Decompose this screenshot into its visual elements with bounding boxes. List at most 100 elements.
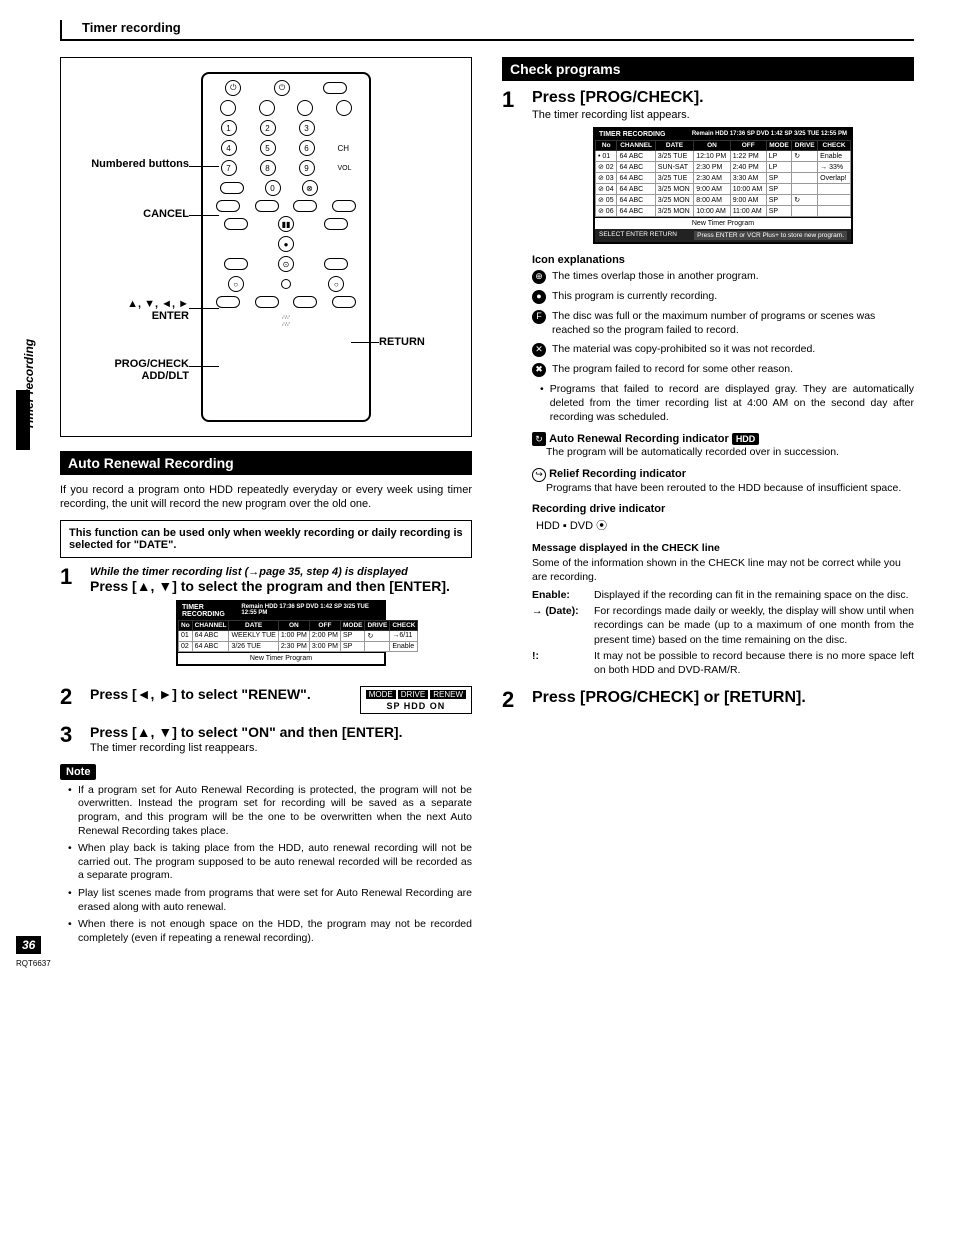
table-cell: SUN-SAT (655, 162, 693, 173)
col-header: CHANNEL (617, 141, 655, 151)
doc-code: RQT6637 (16, 959, 51, 968)
drive-body: HDD ▪ DVD ⦿ (532, 517, 914, 533)
msg-hdr: Message displayed in the CHECK line (532, 541, 914, 555)
icon-symbol: ✖ (532, 363, 546, 377)
col-header: CHECK (390, 620, 418, 630)
check-line-messages: Message displayed in the CHECK line Some… (532, 541, 914, 677)
step1-title: Press [▲, ▼] to select the program and t… (90, 578, 472, 594)
col-header: ON (278, 620, 309, 630)
step2-title: Press [◄, ►] to select "RENEW". (90, 686, 350, 702)
table-cell: 3/25 TUE (655, 173, 693, 184)
step-num-2: 2 (60, 686, 80, 714)
msg-val: It may not be possible to record because… (594, 649, 914, 677)
cp-lcd-footer: New Timer Program (595, 217, 851, 229)
label-prog-check: PROG/CHECK ADD/DLT (69, 358, 189, 382)
table-cell (365, 641, 390, 651)
table-cell: 9:00 AM (730, 195, 766, 206)
auto-renewal-intro: If you record a program onto HDD repeate… (60, 483, 472, 512)
table-cell: WEEKLY TUE (229, 630, 278, 641)
icon-symbol: F (532, 310, 546, 324)
right-column: Check programs 1 Press [PROG/CHECK]. The… (502, 57, 914, 950)
notes-list: If a program set for Auto Renewal Record… (60, 784, 472, 946)
col-header: MODE (340, 620, 365, 630)
table-cell: ↻ (792, 151, 818, 162)
mini-lcd-auto-renewal: TIMER RECORDING Remain HDD 17:36 SP DVD … (176, 600, 386, 666)
cp-lcd: TIMER RECORDING Remain HDD 17:36 SP DVD … (593, 127, 853, 244)
cp-lcd-title-right: Remain HDD 17:36 SP DVD 1:42 SP 3/25 TUE… (692, 131, 847, 138)
col-header: OFF (309, 620, 340, 630)
table-cell: 64 ABC (617, 151, 655, 162)
icon-explain-line: ✕The material was copy-prohibited so it … (532, 343, 914, 357)
table-row: ⊘ 0464 ABC3/25 MON9:00 AM10:00 AMSP (596, 184, 851, 195)
table-cell: 64 ABC (617, 184, 655, 195)
renew-r2: SP HDD ON (365, 699, 467, 711)
col-header: ON (694, 141, 730, 151)
table-cell: 3/25 MON (655, 206, 693, 217)
cp-step-2: 2 Press [PROG/CHECK] or [RETURN]. (502, 689, 914, 711)
col-header: MODE (766, 141, 792, 151)
table-cell: 01 (179, 630, 193, 641)
note-item: Play list scenes made from programs that… (68, 887, 472, 914)
auto-renew-indicator: ↻ Auto Renewal Recording indicator HDD T… (532, 432, 914, 460)
relief-indicator: ↪ Relief Recording indicator Programs th… (532, 468, 914, 496)
cp-step1-sub: The timer recording list appears. (532, 109, 914, 121)
table-cell: 12:10 PM (694, 151, 730, 162)
table-cell: SP (766, 184, 792, 195)
col-header: DATE (229, 620, 278, 630)
cp-lcd-hint-left: SELECT ENTER RETURN (599, 231, 677, 240)
table-cell: ⊘ 06 (596, 206, 617, 217)
section-auto-renewal: Auto Renewal Recording (60, 451, 472, 475)
remote-diagram: ⏻⏻ 123 456CH 789VOL 0⊗ ▮▮ ● ⊙ ○○ ∴∵∴∵ Nu… (60, 57, 472, 437)
auto-renew-icon: ↻ (532, 432, 546, 446)
relief-body: Programs that have been rerouted to the … (532, 482, 914, 496)
table-cell: 2:00 PM (309, 630, 340, 641)
table-cell: 3/25 TUE (655, 151, 693, 162)
icon-text: The program failed to record for some ot… (552, 363, 914, 377)
table-cell: ⊘ 02 (596, 162, 617, 173)
col-header: CHECK (818, 141, 851, 151)
icon-explain-line: ✖ The program failed to record for some o… (532, 363, 914, 377)
step-1: 1 While the timer recording list (→page … (60, 566, 472, 676)
table-cell: LP (766, 151, 792, 162)
note-item: When play back is taking place from the … (68, 842, 472, 883)
table-cell: 1:22 PM (730, 151, 766, 162)
table-row: ⊘ 0364 ABC3/25 TUE2:30 AM3:30 AMSPOverla… (596, 173, 851, 184)
step-num-1: 1 (60, 566, 80, 676)
table-cell: SP (766, 195, 792, 206)
icon-explain-line: FThe disc was full or the maximum number… (532, 310, 914, 337)
auto-renewal-boxed-note: This function can be used only when week… (60, 520, 472, 558)
icon-explain-line: ⊕The times overlap those in another prog… (532, 270, 914, 284)
table-cell (792, 206, 818, 217)
table-row: ⊘ 0264 ABCSUN-SAT2:30 PM2:40 PMLP→ 33% (596, 162, 851, 173)
cp-step-num-1: 1 (502, 89, 522, 677)
relief-title: Relief Recording indicator (549, 468, 686, 480)
table-cell: SP (340, 630, 365, 641)
page-title: Timer recording (60, 20, 914, 41)
icon-symbol: ● (532, 290, 546, 304)
icon-explain-title: Icon explanations (532, 254, 914, 266)
label-cancel: CANCEL (69, 208, 189, 220)
step-num-3: 3 (60, 724, 80, 754)
icon-explain-line: ● This program is currently recording. (532, 290, 914, 304)
table-cell: 3/25 MON (655, 195, 693, 206)
table-cell (792, 173, 818, 184)
drive-title: Recording drive indicator (532, 503, 914, 515)
renew-r1a: MODE (366, 690, 396, 699)
col-header: No (596, 141, 617, 151)
col-header: OFF (730, 141, 766, 151)
table-row: ⊘ 0564 ABC3/25 MON8:00 AM9:00 AMSP↻ (596, 195, 851, 206)
table-cell: LP (766, 162, 792, 173)
table-cell: 10:00 AM (694, 206, 730, 217)
col-header: No (179, 620, 193, 630)
hdd-badge: HDD (732, 433, 760, 445)
table-cell: SP (766, 173, 792, 184)
table-row: • 0164 ABC3/25 TUE12:10 PM1:22 PMLP↻Enab… (596, 151, 851, 162)
icon-text: This program is currently recording. (552, 290, 914, 304)
col-header: DRIVE (792, 141, 818, 151)
table-row: 0264 ABC3/26 TUE2:30 PM3:00 PMSPEnable (179, 641, 418, 651)
table-cell (818, 184, 851, 195)
table-cell: 2:30 AM (694, 173, 730, 184)
icon-symbol: ⊕ (532, 270, 546, 284)
table-cell: SP (766, 206, 792, 217)
cp-step-num-2: 2 (502, 689, 522, 711)
